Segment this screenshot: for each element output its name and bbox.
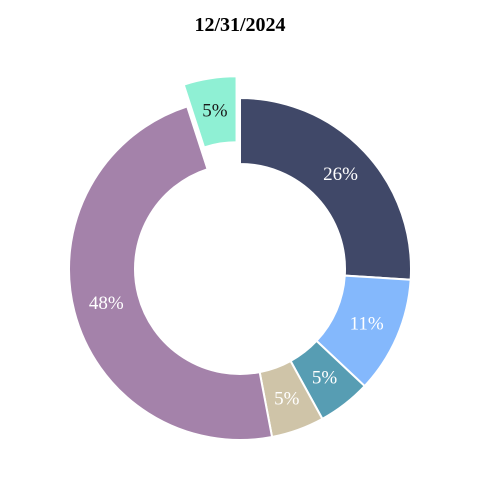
slice-group: 5% <box>258 359 324 439</box>
slice-label: 26% <box>323 164 358 185</box>
slice-group: 5% <box>182 75 238 149</box>
donut-slice <box>67 105 274 441</box>
slice-label: 11% <box>350 313 384 334</box>
slice-group: 26% <box>239 96 412 281</box>
slice-label: 48% <box>89 293 124 314</box>
slice-label: 5% <box>274 388 300 409</box>
slice-label: 5% <box>312 368 338 389</box>
donut-slice <box>182 75 238 149</box>
chart-title: 12/31/2024 <box>194 14 286 36</box>
donut-slice <box>239 96 412 281</box>
slice-group: 48% <box>67 105 274 441</box>
slice-label: 5% <box>202 100 228 121</box>
